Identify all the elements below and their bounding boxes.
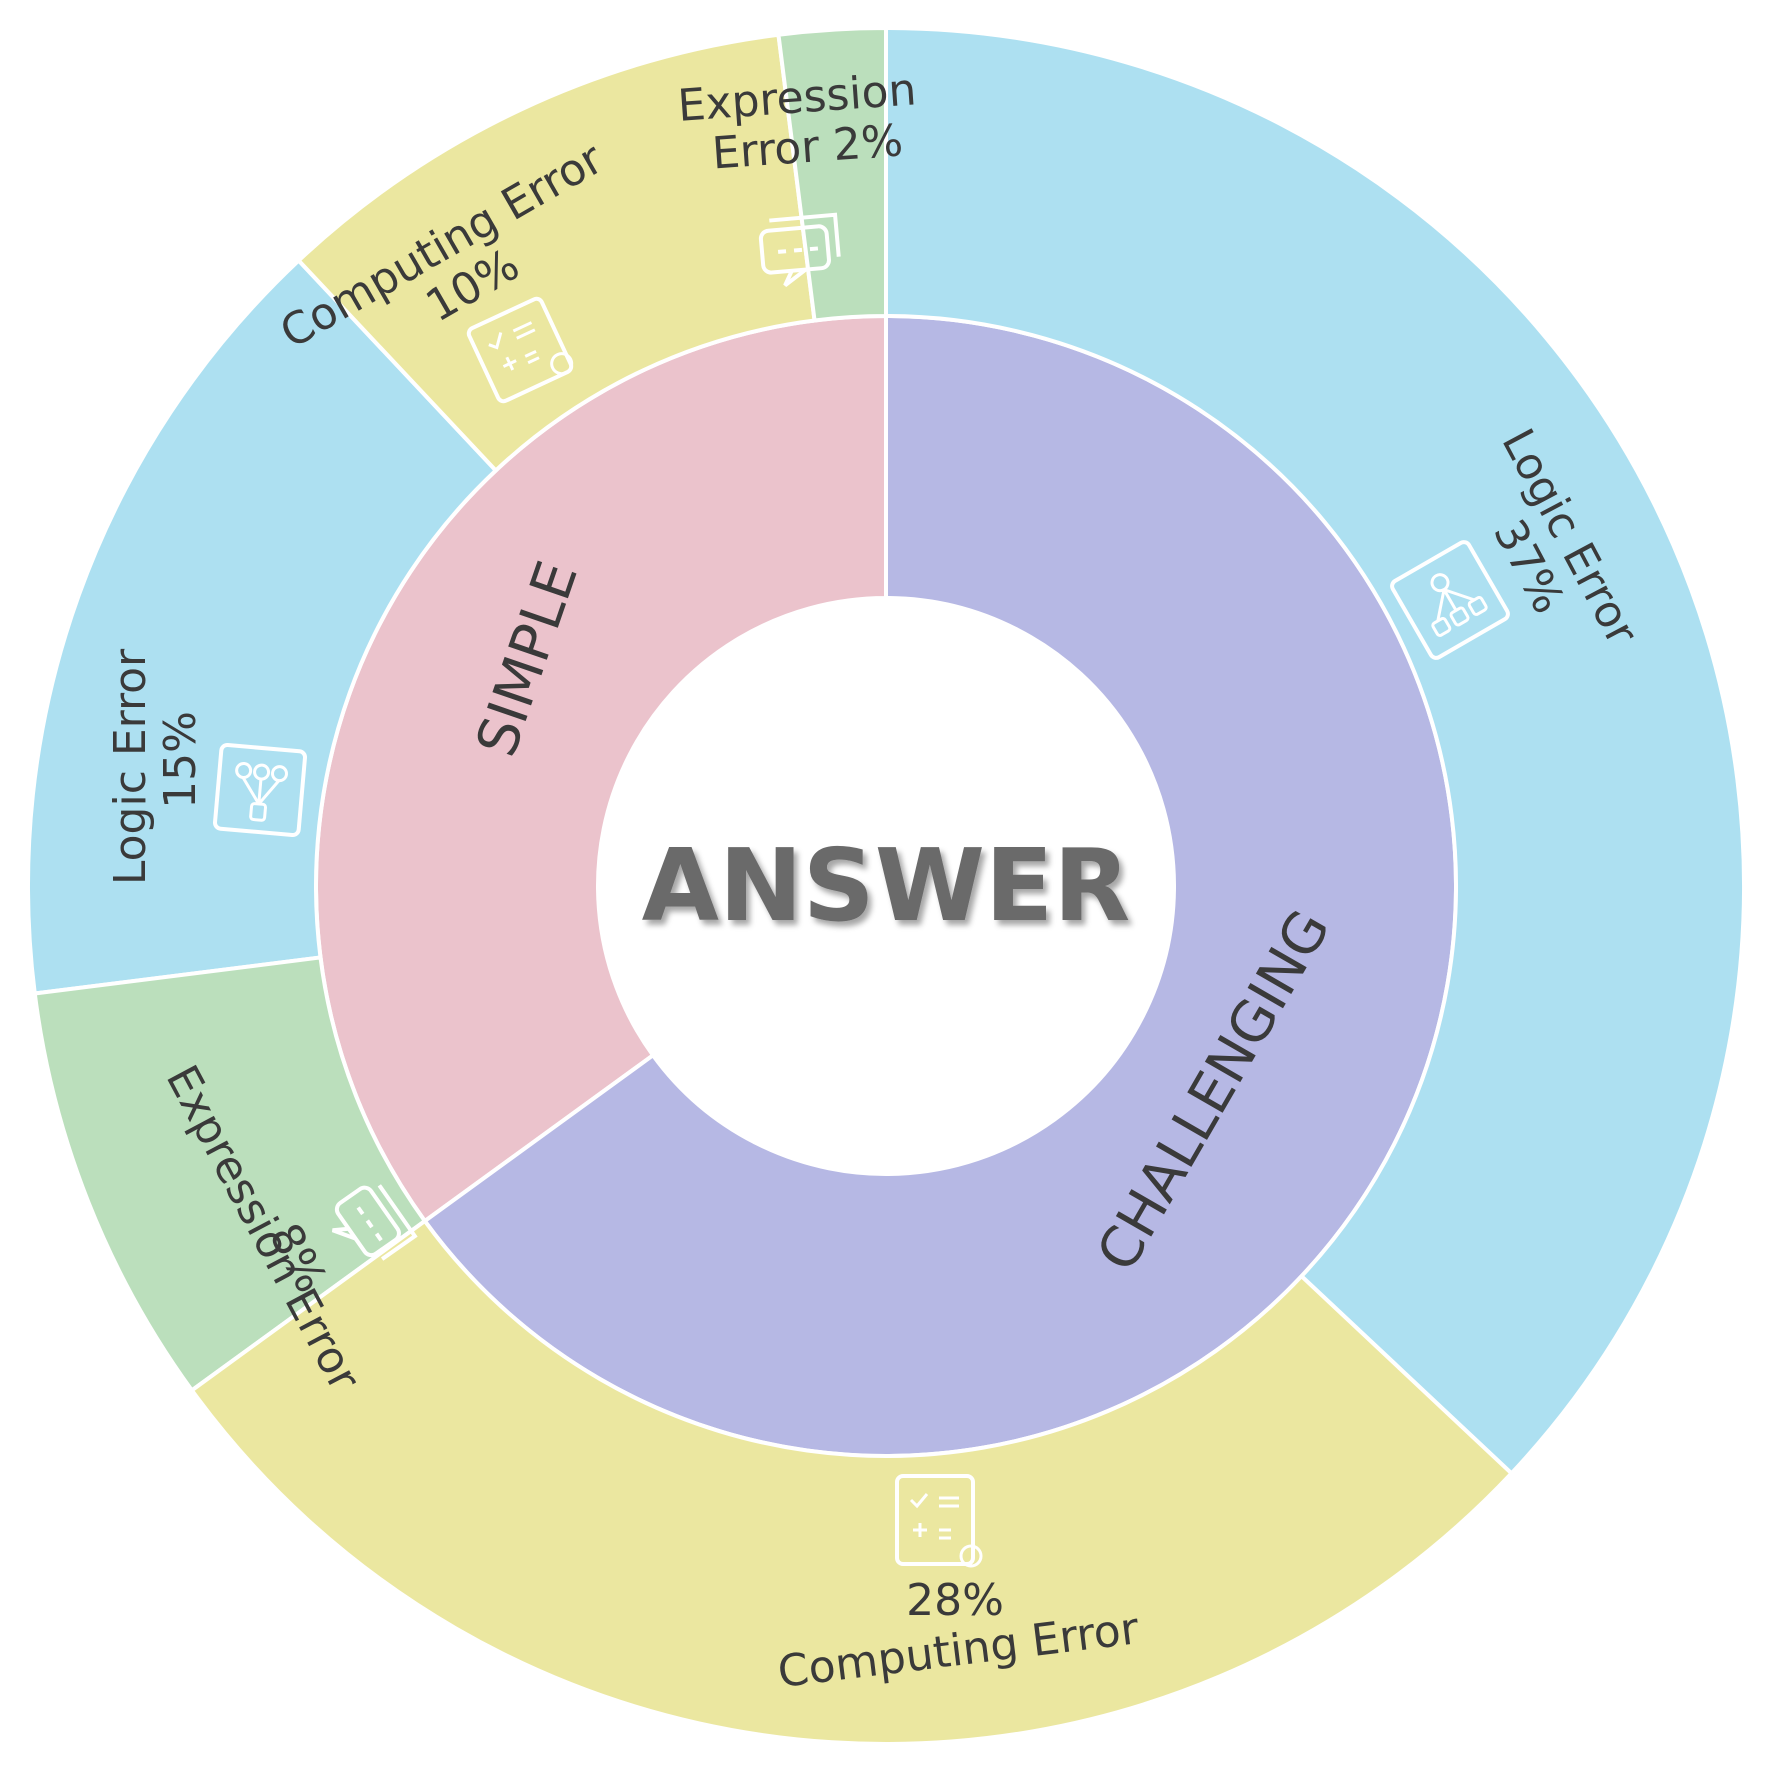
outer-label-computing-error-challenging-value: 28% bbox=[906, 1575, 1004, 1626]
calculator-icon bbox=[466, 296, 574, 404]
center-label: ANSWER bbox=[642, 827, 1131, 944]
calculator-icon bbox=[895, 1474, 983, 1568]
outer-segment-logic-error-simple bbox=[26, 257, 499, 996]
outer-label-logic-error-simple-name: Logic Error bbox=[105, 648, 156, 885]
svg-text:Expression Error 2%: Expression Error 2% bbox=[676, 63, 935, 181]
svg-text:Logic Error 15%: Logic Error 15% bbox=[105, 635, 206, 885]
center-hole bbox=[598, 598, 1174, 1174]
outer-segment-expression-error-8 bbox=[32, 955, 428, 1394]
outer-segment-computing-error-challenging bbox=[189, 1218, 1515, 1746]
outer-segment-logic-error-challenging bbox=[884, 25, 1746, 1477]
flowchart-icon bbox=[212, 742, 308, 838]
chat-bubble-icon bbox=[331, 1184, 418, 1261]
chat-bubble-icon bbox=[758, 212, 841, 288]
outer-label-logic-error-simple-value: 15% bbox=[155, 711, 206, 809]
outer-label-expression-error-2-value: 2% bbox=[831, 115, 904, 171]
flowchart-icon bbox=[1390, 540, 1510, 660]
